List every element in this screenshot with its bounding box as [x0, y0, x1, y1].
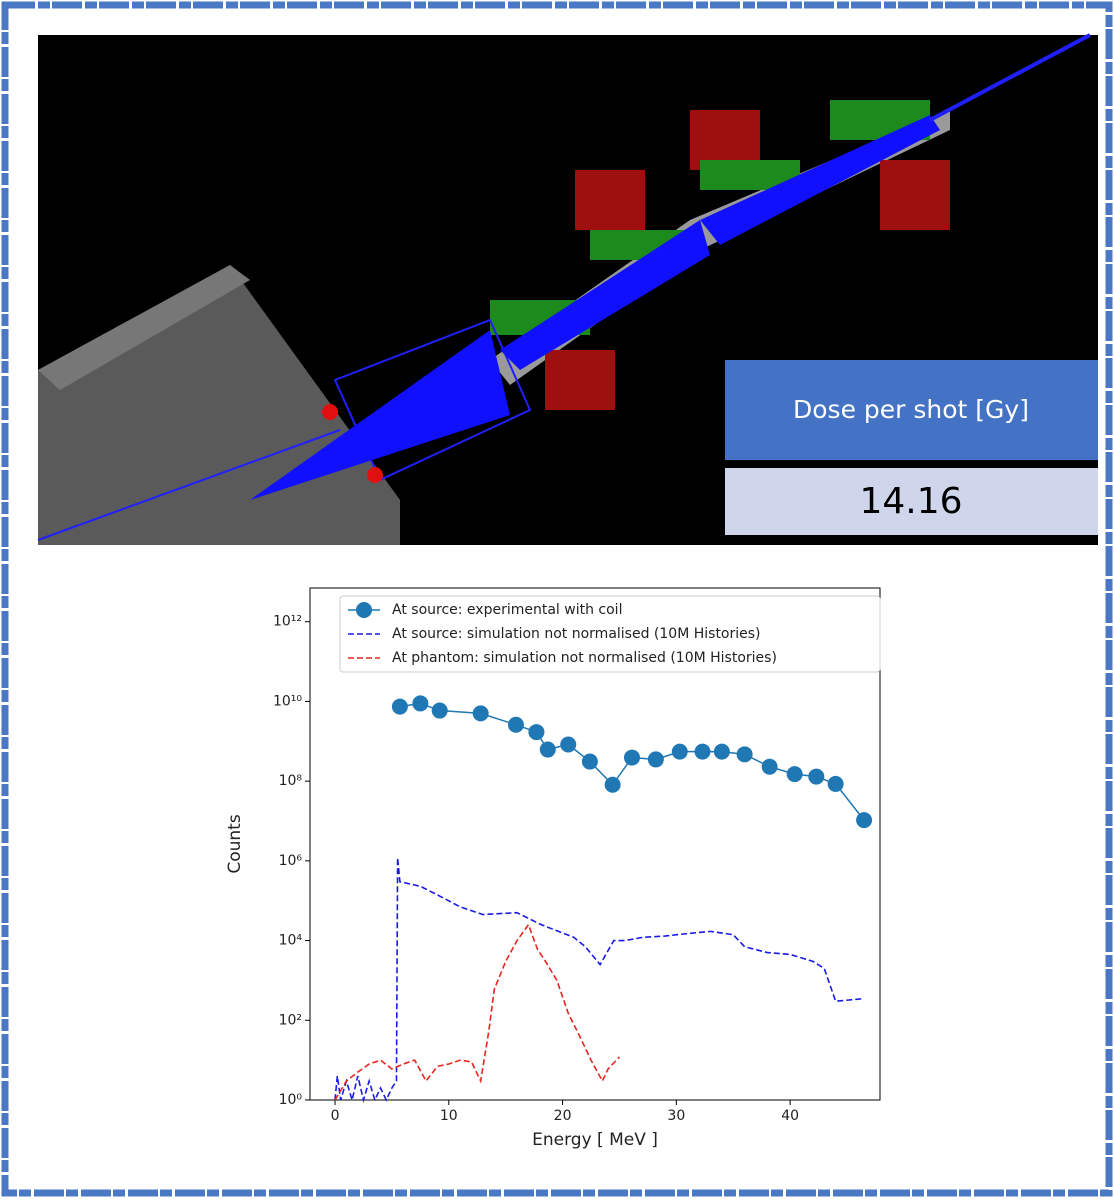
data-point [761, 758, 778, 775]
y-tick-label: 10² [279, 1012, 302, 1028]
data-point [472, 705, 489, 722]
y-tick-label: 10⁸ [279, 773, 303, 789]
y-tick-label: 10⁰ [279, 1092, 303, 1108]
dose-value: 14.16 [859, 481, 962, 522]
x-tick-label: 40 [781, 1108, 799, 1124]
data-point [560, 736, 577, 753]
data-point [539, 741, 556, 758]
data-point [856, 812, 873, 829]
dose-label-box [725, 360, 1098, 460]
data-point [431, 702, 448, 719]
y-tick-label: 10¹⁰ [273, 693, 302, 709]
dose-label: Dose per shot [Gy] [793, 395, 1029, 424]
y-tick-label: 10⁶ [279, 853, 303, 869]
legend-label: At source: simulation not normalised (10… [392, 626, 761, 642]
y-axis-label: Counts [225, 814, 245, 873]
dose-value-box [725, 468, 1098, 535]
x-tick-label: 10 [440, 1108, 458, 1124]
data-point [581, 753, 598, 770]
data-point [604, 776, 621, 793]
data-point [507, 716, 524, 733]
data-point [671, 743, 688, 760]
x-tick-label: 30 [667, 1108, 685, 1124]
data-point [647, 751, 664, 768]
data-point [412, 695, 429, 712]
data-point [786, 766, 803, 783]
data-point [623, 749, 640, 766]
y-tick-label: 10¹² [273, 614, 302, 630]
chart: 0 10 20 30 40 10⁰ 10² 10⁴ 10⁶ 10⁸ 10¹⁰ 10¹² Energy [… [225, 587, 881, 1150]
data-point [827, 775, 844, 792]
legend-box [339, 595, 881, 673]
x-tick-label: 20 [554, 1108, 572, 1124]
data-point [694, 743, 711, 760]
x-axis-label: Energy [ MeV ] [532, 1130, 658, 1150]
y-tick-label: 10⁴ [279, 933, 303, 949]
plot-area [309, 587, 881, 1101]
data-point [713, 743, 730, 760]
legend-marker [356, 602, 372, 618]
data-point [528, 724, 545, 741]
data-point [736, 746, 753, 763]
legend-label: At phantom: simulation not normalised (1… [392, 650, 777, 666]
data-point [391, 698, 408, 715]
data-point [808, 768, 825, 785]
series-line [334, 857, 865, 1104]
legend-label: At source: experimental with coil [392, 602, 622, 618]
x-tick-label: 0 [331, 1108, 340, 1124]
